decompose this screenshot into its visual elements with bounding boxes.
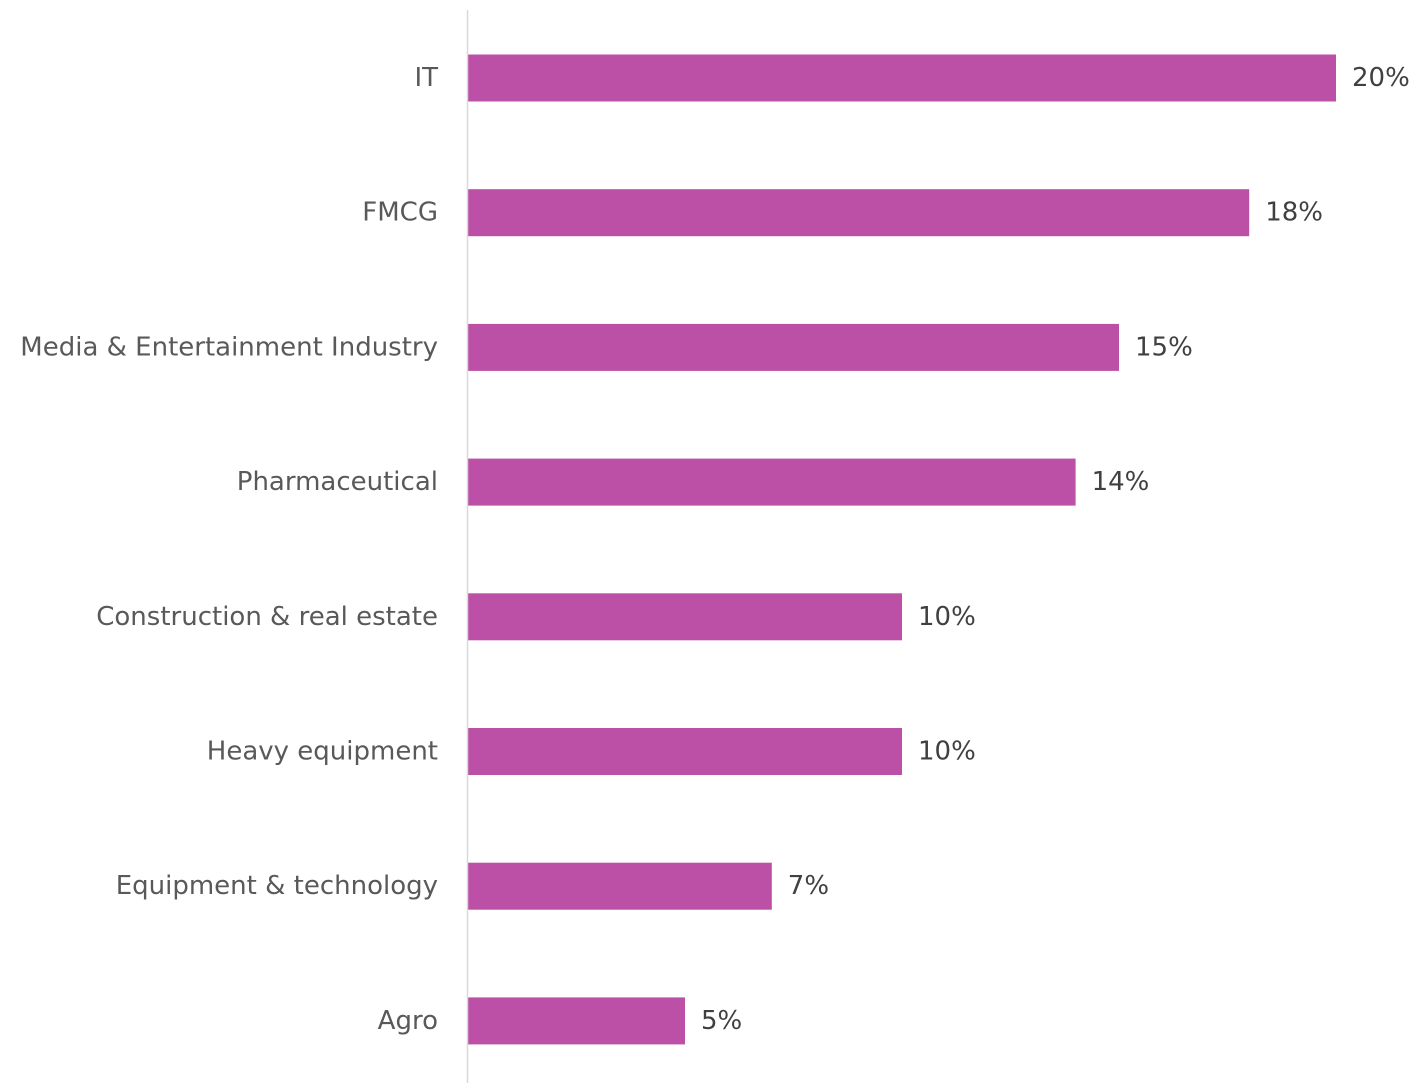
- value-label: 5%: [701, 1006, 742, 1036]
- category-label: FMCG: [362, 198, 438, 228]
- category-labels-group: IT FMCG Media & Entertainment Industry Phar…: [20, 63, 438, 1036]
- value-label: 14%: [1092, 467, 1150, 497]
- bar-4: [468, 593, 902, 641]
- category-label: Pharmaceutical: [237, 467, 438, 497]
- value-label: 10%: [918, 737, 976, 767]
- bar-5: [468, 728, 902, 775]
- value-label: 18%: [1265, 198, 1323, 228]
- bar-7: [468, 997, 685, 1045]
- category-label: Equipment & technology: [116, 871, 438, 901]
- bar-2: [468, 323, 1119, 371]
- value-labels-group: 20% 18% 15% 14% 10% 10% 7% 5%: [701, 63, 1410, 1036]
- category-label: Construction & real estate: [96, 602, 438, 632]
- bar-6: [468, 862, 772, 910]
- value-label: 10%: [918, 602, 976, 632]
- bar-0: [468, 54, 1336, 102]
- value-label: 20%: [1352, 63, 1410, 93]
- bars-group: [468, 54, 1336, 1045]
- bar-1: [468, 189, 1250, 237]
- bar-3: [468, 458, 1076, 506]
- value-label: 7%: [788, 871, 829, 901]
- category-label: Media & Entertainment Industry: [20, 332, 438, 362]
- value-label: 15%: [1135, 332, 1193, 362]
- category-label: Heavy equipment: [207, 737, 438, 767]
- category-label: Agro: [378, 1006, 438, 1036]
- category-label: IT: [414, 63, 438, 93]
